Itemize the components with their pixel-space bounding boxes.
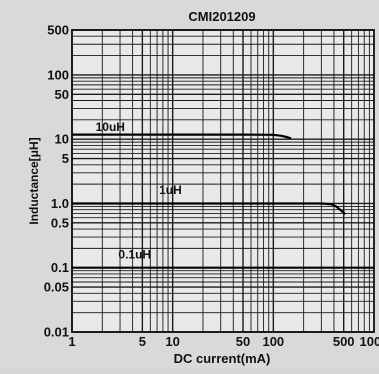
series-label: 0.1uH xyxy=(118,247,151,261)
y-tick-label: 0.01 xyxy=(44,325,69,340)
series-line xyxy=(72,202,347,216)
x-tick-label: 100 xyxy=(262,334,284,349)
series-line xyxy=(72,133,292,140)
x-axis-label: DC current(mA) xyxy=(174,351,271,366)
y-tick-label: 0.5 xyxy=(51,215,69,230)
y-tick-label: 50 xyxy=(55,87,69,102)
series-label: 10uH xyxy=(96,120,125,134)
y-tick-label: 0.05 xyxy=(44,280,69,295)
y-axis-label: Inductance[μH] xyxy=(27,137,41,224)
plot-frame xyxy=(71,29,375,333)
y-tick-label: 500 xyxy=(47,23,69,38)
x-tick-label: 10 xyxy=(165,334,179,349)
x-tick-label: 1 xyxy=(68,334,75,349)
y-tick-label: 5 xyxy=(62,151,69,166)
y-tick-label: 0.1 xyxy=(51,260,69,275)
x-tick-label: 5 xyxy=(139,334,146,349)
grid xyxy=(71,29,375,333)
series-label: 1uH xyxy=(159,183,182,197)
series-group xyxy=(72,133,374,269)
chart-title: CMI201209 xyxy=(188,9,255,24)
x-tick-label: 500 xyxy=(333,334,355,349)
y-tick-label: 10 xyxy=(55,132,69,147)
y-tick-label: 100 xyxy=(47,67,69,82)
x-tick-label: 50 xyxy=(236,334,250,349)
y-tick-label: 1.0 xyxy=(51,196,69,211)
